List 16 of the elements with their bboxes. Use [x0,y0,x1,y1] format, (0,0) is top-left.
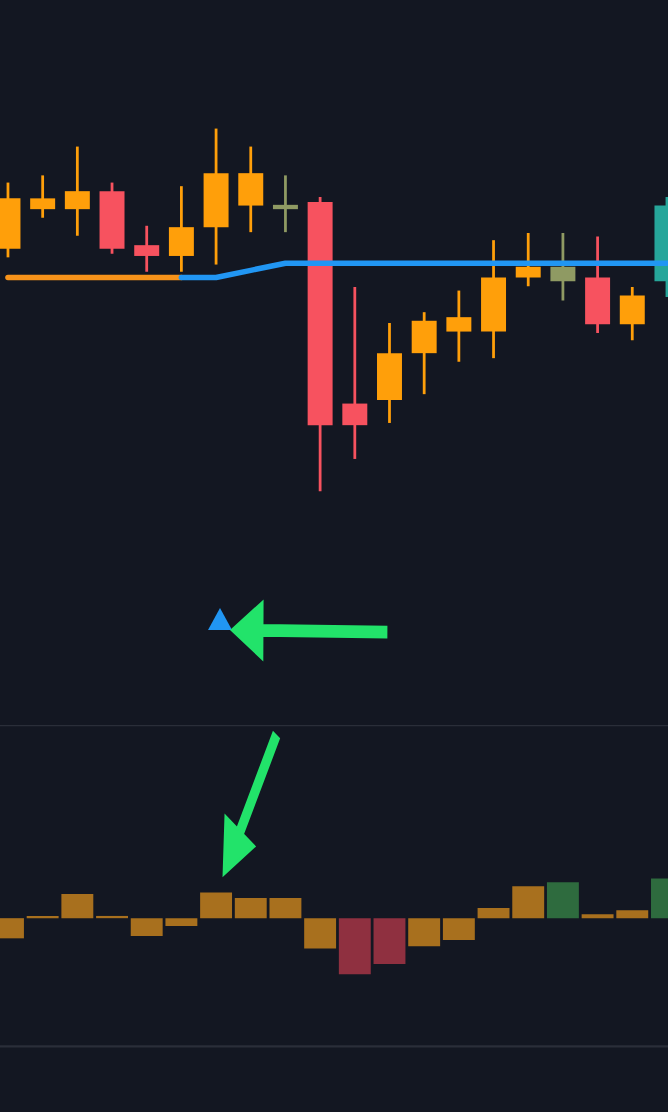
candlestick [168,186,194,272]
candlestick [411,312,437,395]
candlestick [134,225,160,272]
candlestick [446,290,472,362]
candlestick [515,232,541,287]
candlestick [30,175,56,218]
candlestick [64,146,90,236]
candlestick [238,146,264,233]
bar [304,918,337,949]
candlestick [272,175,298,233]
candlestick [377,322,402,423]
candlestick [342,286,368,459]
candlestick [585,236,611,333]
candlestick [550,232,576,301]
bar [546,882,579,919]
candlestick [619,286,645,341]
